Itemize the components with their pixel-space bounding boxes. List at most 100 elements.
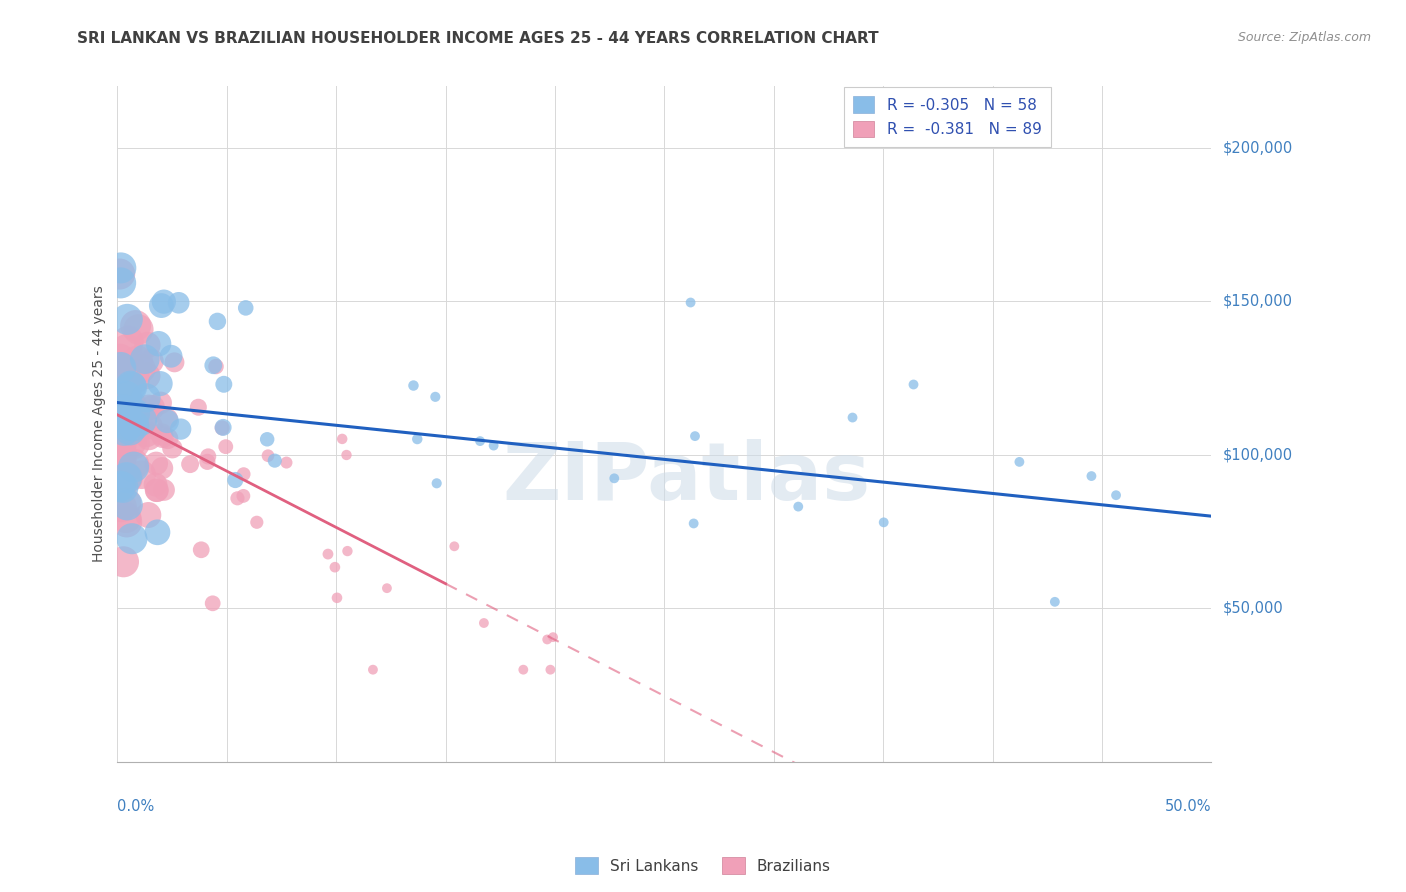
Point [150, 461, 173, 475]
Point [131, 467, 153, 482]
Point [205, 359, 228, 374]
Point [111, 396, 134, 410]
Point [148, 336, 170, 351]
Point [117, 471, 139, 485]
Point [156, 432, 179, 446]
Point [117, 312, 139, 326]
Point [138, 430, 160, 444]
Point [118, 359, 141, 374]
Point [335, 448, 357, 462]
Point [112, 423, 135, 437]
Point [536, 632, 558, 647]
Point [122, 460, 145, 475]
Point [163, 355, 186, 369]
Point [121, 532, 143, 546]
Point [873, 516, 896, 530]
Point [122, 457, 145, 471]
Point [117, 334, 139, 349]
Point [276, 456, 298, 470]
Point [124, 371, 146, 385]
Point [135, 391, 157, 405]
Point [263, 453, 285, 467]
Text: 0.0%: 0.0% [118, 799, 155, 814]
Point [1008, 455, 1031, 469]
Text: $200,000: $200,000 [1222, 140, 1292, 155]
Legend: Sri Lankans, Brazilians: Sri Lankans, Brazilians [569, 851, 837, 880]
Point [406, 432, 429, 446]
Point [108, 393, 131, 408]
Point [232, 467, 254, 482]
Point [114, 495, 136, 509]
Point [149, 396, 172, 410]
Point [211, 421, 233, 435]
Point [118, 423, 141, 437]
Point [787, 500, 810, 514]
Point [110, 276, 132, 290]
Point [114, 403, 136, 417]
Point [330, 432, 353, 446]
Point [187, 401, 209, 415]
Point [111, 480, 134, 494]
Point [146, 483, 169, 498]
Point [139, 419, 162, 434]
Point [195, 455, 218, 469]
Point [145, 477, 167, 491]
Point [170, 422, 193, 436]
Text: ZIPatlas: ZIPatlas [502, 439, 870, 517]
Point [115, 389, 138, 403]
Point [468, 434, 491, 449]
Point [131, 413, 153, 427]
Point [136, 368, 159, 383]
Point [375, 581, 398, 595]
Point [115, 393, 138, 408]
Y-axis label: Householder Income Ages 25 - 44 years: Householder Income Ages 25 - 44 years [93, 285, 107, 563]
Point [149, 376, 172, 391]
Point [153, 294, 176, 309]
Point [326, 591, 349, 605]
Text: $100,000: $100,000 [1222, 447, 1292, 462]
Point [443, 539, 465, 553]
Point [160, 349, 183, 363]
Point [114, 365, 136, 379]
Legend: R = -0.305   N = 58, R =  -0.381   N = 89: R = -0.305 N = 58, R = -0.381 N = 89 [844, 87, 1050, 146]
Point [1043, 595, 1066, 609]
Point [110, 500, 132, 514]
Point [150, 299, 173, 313]
Point [108, 352, 131, 367]
Point [361, 663, 384, 677]
Point [541, 630, 564, 644]
Point [682, 516, 704, 531]
Point [135, 426, 157, 441]
Point [538, 663, 561, 677]
Point [202, 358, 225, 372]
Point [215, 440, 238, 454]
Point [150, 427, 173, 442]
Point [316, 547, 339, 561]
Point [136, 508, 159, 522]
Point [120, 434, 142, 449]
Point [121, 380, 143, 394]
Point [256, 432, 278, 446]
Point [145, 457, 167, 471]
Point [110, 450, 132, 465]
Point [108, 479, 131, 493]
Point [224, 473, 246, 487]
Point [115, 515, 138, 529]
Point [115, 510, 138, 524]
Text: $150,000: $150,000 [1222, 293, 1292, 309]
Point [482, 439, 505, 453]
Point [122, 418, 145, 433]
Point [156, 414, 179, 428]
Point [134, 352, 156, 367]
Point [212, 377, 235, 392]
Point [117, 418, 139, 433]
Point [212, 420, 235, 434]
Point [138, 401, 160, 415]
Point [110, 445, 132, 459]
Point [111, 427, 134, 442]
Point [142, 401, 165, 415]
Point [257, 449, 280, 463]
Point [134, 409, 156, 423]
Point [201, 596, 224, 610]
Point [117, 498, 139, 512]
